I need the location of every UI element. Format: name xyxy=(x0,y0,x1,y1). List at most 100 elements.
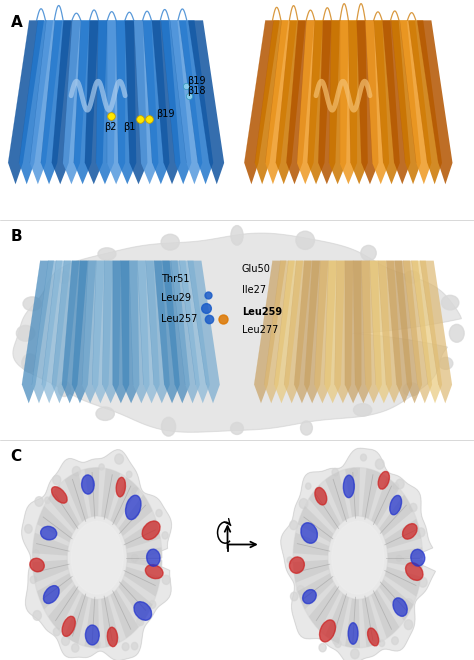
Text: β1: β1 xyxy=(123,121,136,132)
Ellipse shape xyxy=(411,549,425,566)
Ellipse shape xyxy=(302,589,316,604)
Polygon shape xyxy=(374,20,400,184)
Polygon shape xyxy=(143,20,170,184)
Text: C: C xyxy=(10,449,21,464)
Ellipse shape xyxy=(393,483,398,489)
Ellipse shape xyxy=(406,563,423,580)
Polygon shape xyxy=(52,261,79,403)
Polygon shape xyxy=(179,20,213,184)
Ellipse shape xyxy=(290,557,304,574)
Polygon shape xyxy=(371,590,399,638)
Ellipse shape xyxy=(379,640,385,647)
Ellipse shape xyxy=(162,532,168,539)
Polygon shape xyxy=(63,20,90,184)
Polygon shape xyxy=(293,468,422,647)
Polygon shape xyxy=(325,472,349,521)
Polygon shape xyxy=(298,506,333,543)
Ellipse shape xyxy=(161,234,179,250)
Ellipse shape xyxy=(390,496,401,515)
Ellipse shape xyxy=(296,231,314,249)
Polygon shape xyxy=(335,261,353,403)
Ellipse shape xyxy=(333,637,339,645)
Ellipse shape xyxy=(332,469,338,476)
Ellipse shape xyxy=(25,525,32,533)
Ellipse shape xyxy=(82,475,94,494)
Polygon shape xyxy=(385,519,421,549)
Text: β2: β2 xyxy=(104,121,117,132)
Ellipse shape xyxy=(301,421,312,435)
Polygon shape xyxy=(188,261,220,403)
Ellipse shape xyxy=(404,620,413,630)
Ellipse shape xyxy=(449,324,464,343)
Polygon shape xyxy=(386,261,412,403)
Polygon shape xyxy=(388,547,422,568)
Ellipse shape xyxy=(93,640,100,649)
Polygon shape xyxy=(345,468,360,517)
Polygon shape xyxy=(102,261,121,403)
Polygon shape xyxy=(84,468,100,517)
Ellipse shape xyxy=(99,464,104,470)
Text: B: B xyxy=(10,229,22,244)
Polygon shape xyxy=(110,590,138,638)
Ellipse shape xyxy=(33,610,41,620)
Text: Thr51: Thr51 xyxy=(161,273,190,284)
Ellipse shape xyxy=(52,486,67,503)
Ellipse shape xyxy=(231,422,243,434)
Ellipse shape xyxy=(343,475,355,498)
Text: β18: β18 xyxy=(187,86,206,96)
Polygon shape xyxy=(134,20,158,184)
Ellipse shape xyxy=(149,601,156,609)
Polygon shape xyxy=(371,477,399,525)
Ellipse shape xyxy=(30,558,44,572)
Ellipse shape xyxy=(62,636,70,645)
Polygon shape xyxy=(318,20,340,184)
Ellipse shape xyxy=(35,497,43,506)
Polygon shape xyxy=(403,261,432,403)
Ellipse shape xyxy=(156,510,162,517)
Polygon shape xyxy=(420,261,452,403)
Ellipse shape xyxy=(126,495,141,519)
Polygon shape xyxy=(391,20,421,184)
Polygon shape xyxy=(400,20,431,184)
Ellipse shape xyxy=(231,226,243,245)
Ellipse shape xyxy=(299,498,308,509)
Ellipse shape xyxy=(72,644,79,652)
Polygon shape xyxy=(161,20,191,184)
Polygon shape xyxy=(309,585,340,630)
Polygon shape xyxy=(82,261,104,403)
Text: Leu277: Leu277 xyxy=(242,325,278,335)
Ellipse shape xyxy=(33,550,39,557)
Polygon shape xyxy=(163,261,190,403)
Polygon shape xyxy=(362,469,381,519)
Polygon shape xyxy=(64,472,88,521)
Polygon shape xyxy=(74,20,99,184)
Text: β19: β19 xyxy=(187,75,206,86)
Polygon shape xyxy=(22,261,54,403)
Polygon shape xyxy=(297,20,323,184)
Polygon shape xyxy=(281,448,436,660)
Polygon shape xyxy=(84,599,100,647)
Polygon shape xyxy=(308,20,331,184)
Polygon shape xyxy=(264,261,295,403)
Ellipse shape xyxy=(134,602,152,620)
Polygon shape xyxy=(22,449,172,660)
Polygon shape xyxy=(146,261,170,403)
Polygon shape xyxy=(284,261,311,403)
Ellipse shape xyxy=(439,357,453,370)
Ellipse shape xyxy=(410,504,417,512)
Ellipse shape xyxy=(22,354,38,372)
Polygon shape xyxy=(125,20,147,184)
Ellipse shape xyxy=(98,248,116,260)
Polygon shape xyxy=(112,261,129,403)
Polygon shape xyxy=(71,521,123,594)
Polygon shape xyxy=(41,20,72,184)
Polygon shape xyxy=(348,20,368,184)
Polygon shape xyxy=(13,233,461,432)
Polygon shape xyxy=(293,533,329,556)
Polygon shape xyxy=(30,20,62,184)
Polygon shape xyxy=(129,261,150,403)
Polygon shape xyxy=(385,566,421,597)
Ellipse shape xyxy=(361,246,376,261)
Ellipse shape xyxy=(441,295,459,310)
Ellipse shape xyxy=(53,475,61,484)
